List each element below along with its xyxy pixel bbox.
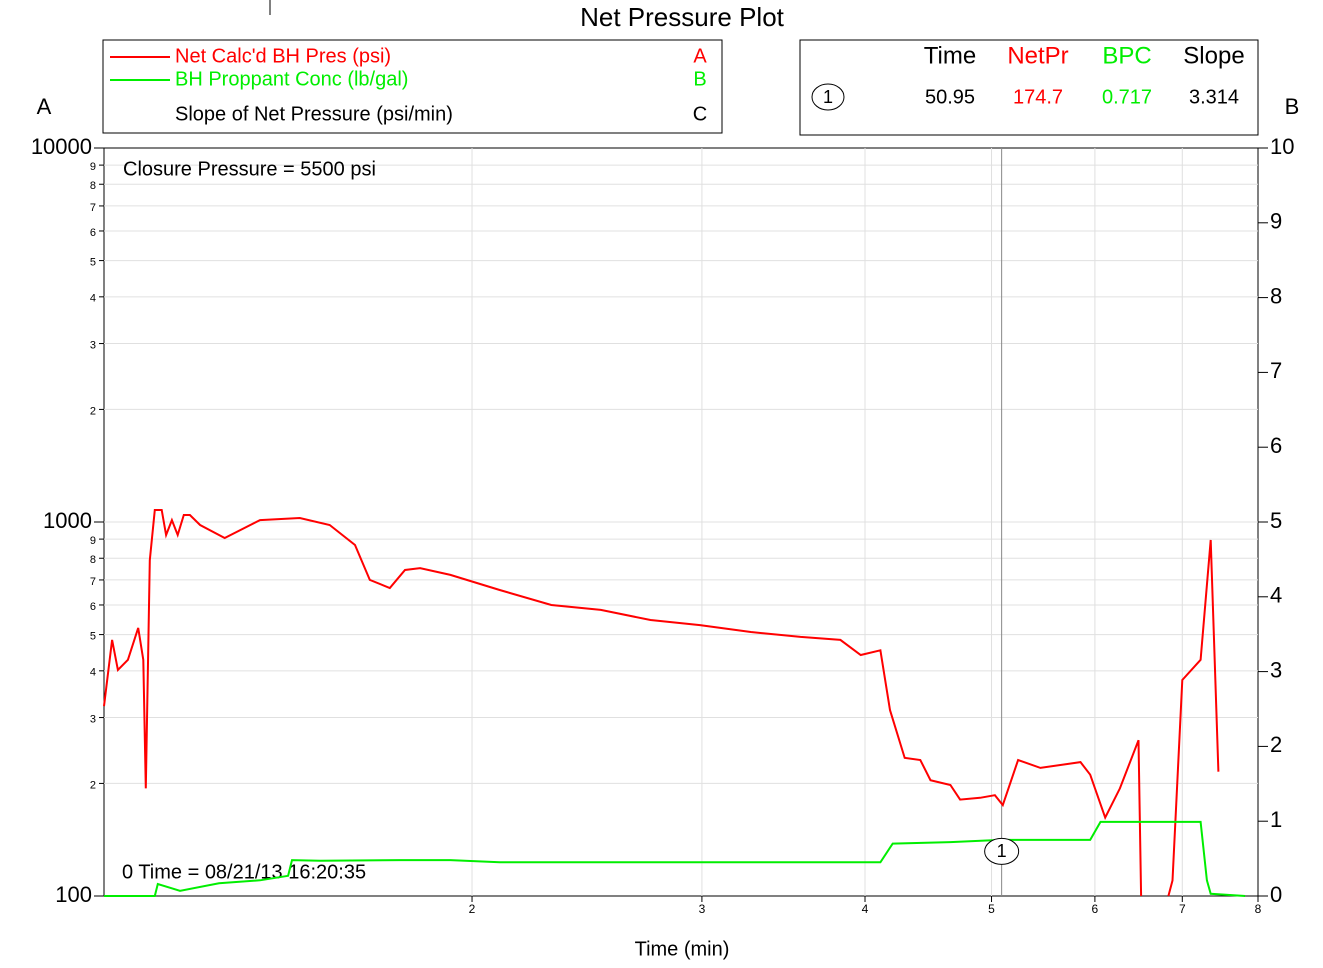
cursor-column-header: BPC bbox=[1102, 42, 1151, 69]
y-tick-label: 100 bbox=[55, 882, 92, 907]
series-line bbox=[104, 820, 1246, 897]
x-tick-label: 7 bbox=[1179, 902, 1186, 916]
cursor-column-header: Slope bbox=[1183, 42, 1244, 69]
y-tick-label: 8 bbox=[90, 554, 96, 566]
x-tick-label: 2 bbox=[469, 902, 476, 916]
y2-tick-label: 4 bbox=[1270, 583, 1282, 608]
y2-tick-label: 10 bbox=[1270, 134, 1294, 159]
cursor-box bbox=[799, 39, 1259, 136]
y-tick-label: 4 bbox=[90, 667, 96, 679]
chart-title: Net Pressure Plot bbox=[580, 2, 785, 32]
y-tick-label: 1000 bbox=[43, 508, 92, 533]
x-tick-label: 3 bbox=[699, 902, 706, 916]
series-line bbox=[103, 509, 1143, 897]
y2-axis-label: B bbox=[1285, 94, 1300, 119]
y2-tick-label: 9 bbox=[1270, 209, 1282, 234]
cursor-value: 174.7 bbox=[1013, 86, 1063, 108]
cursor-table-marker bbox=[811, 83, 845, 111]
cursor-column-header: Time bbox=[924, 42, 976, 69]
annotation: Closure Pressure = 5500 psi bbox=[123, 158, 376, 180]
x-tick-label: 5 bbox=[988, 902, 995, 916]
y-tick-label: 8 bbox=[90, 180, 96, 192]
y-tick-label: 5 bbox=[90, 630, 96, 642]
legend-label: BH Proppant Conc (lb/gal) bbox=[175, 68, 408, 90]
y-axis-label: A bbox=[37, 94, 52, 119]
series-line bbox=[1167, 539, 1220, 897]
y2-tick-label: 1 bbox=[1270, 807, 1282, 832]
legend-label: Slope of Net Pressure (psi/min) bbox=[175, 103, 453, 125]
x-tick-label: 6 bbox=[1092, 902, 1099, 916]
cursor-value: 50.95 bbox=[925, 86, 975, 108]
cursor-column-header: NetPr bbox=[1007, 42, 1068, 69]
cursor-marker-label: 1 bbox=[997, 841, 1007, 861]
legend-label: Net Calc'd BH Pres (psi) bbox=[175, 45, 391, 67]
cursor-value: 3.314 bbox=[1189, 86, 1239, 108]
y2-tick-label: 6 bbox=[1270, 433, 1282, 458]
legend-letter: A bbox=[693, 45, 707, 67]
x-tick-label: 4 bbox=[862, 902, 869, 916]
cursor-table-marker-label: 1 bbox=[823, 87, 833, 107]
y-tick-label: 5 bbox=[90, 256, 96, 268]
y-tick-label: 7 bbox=[90, 576, 96, 588]
cursor-value: 0.717 bbox=[1102, 86, 1152, 108]
annotation: 0 Time = 08/21/13 16:20:35 bbox=[122, 861, 366, 883]
y2-tick-label: 0 bbox=[1270, 882, 1282, 907]
legend-letter: B bbox=[693, 68, 706, 90]
y2-tick-label: 7 bbox=[1270, 358, 1282, 383]
y2-tick-label: 3 bbox=[1270, 657, 1282, 682]
y-tick-label: 3 bbox=[90, 713, 96, 725]
cursor-marker bbox=[984, 837, 1020, 865]
y2-tick-label: 5 bbox=[1270, 508, 1282, 533]
y-tick-label: 9 bbox=[90, 161, 96, 173]
y-tick-label: 2 bbox=[90, 405, 96, 417]
y2-tick-label: 8 bbox=[1270, 283, 1282, 308]
y-tick-label: 4 bbox=[90, 293, 96, 305]
y-tick-label: 6 bbox=[90, 227, 96, 239]
y-tick-label: 9 bbox=[90, 535, 96, 547]
y-tick-label: 3 bbox=[90, 339, 96, 351]
x-axis-label: Time (min) bbox=[635, 938, 730, 960]
y-tick-label: 6 bbox=[90, 601, 96, 613]
y-tick-label: 10000 bbox=[31, 134, 92, 159]
x-tick-label: 8 bbox=[1255, 902, 1262, 916]
y-tick-label: 2 bbox=[90, 779, 96, 791]
y2-tick-label: 2 bbox=[1270, 732, 1282, 757]
y-tick-label: 7 bbox=[90, 202, 96, 214]
legend-letter: C bbox=[693, 103, 707, 125]
legend-box bbox=[102, 39, 723, 134]
